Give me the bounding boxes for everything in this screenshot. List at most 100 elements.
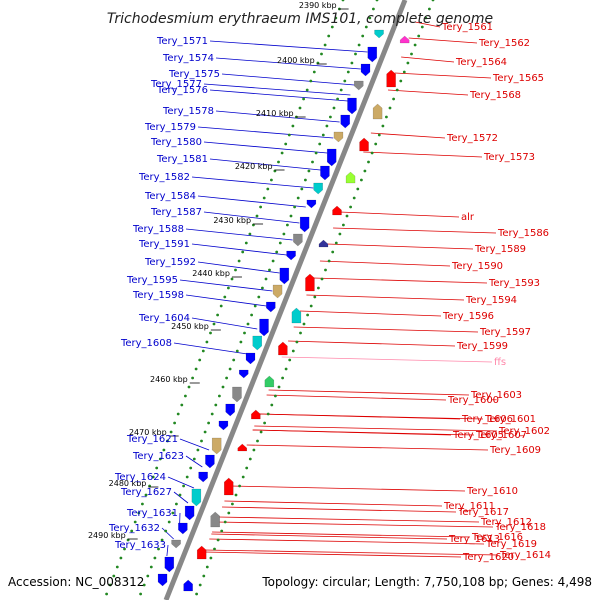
ring-dot [239,340,243,344]
gene-label-tery-1590: Tery_1590 [451,261,503,272]
ring-dot [261,286,264,290]
gene-label-tery-1589: Tery_1589 [474,244,526,255]
ring-dot [291,124,295,128]
leader-line [387,89,469,96]
ring-dot [388,106,392,110]
gene-feature [340,114,350,129]
ring-dot [257,295,261,299]
ring-dot [227,286,230,290]
ring-dot [259,205,262,209]
gene-feature [178,522,188,535]
leader-line [414,21,441,28]
ring-dot [270,403,274,407]
leader-line [306,294,465,301]
ring-dot [309,304,313,308]
gene-feature [320,165,330,181]
gene-feature [291,307,302,324]
ring-dot [274,394,277,398]
gene-label-alr: alr [461,212,475,223]
leader-line [300,310,442,317]
leader-line [161,527,174,540]
ring-dot [277,160,280,164]
ring-dot [133,520,137,524]
gene-feature [211,437,222,455]
gene-label-tery-1597: Tery_1597 [479,327,531,338]
gene-feature [372,103,383,120]
gene-feature [278,341,288,356]
ring-dot [160,538,164,542]
kbp-label: 2460 kbp [150,375,188,384]
gene-feature [272,284,283,299]
ring-dot [253,304,257,308]
gene-label-tery-1618: Tery_1618 [494,522,546,533]
gene-feature [183,579,193,592]
ring-dot [232,358,236,362]
ring-dot [130,529,134,533]
ring-dot [354,52,357,56]
leader-line [185,294,267,307]
gene-feature [205,454,215,469]
leader-line [224,500,443,507]
gene-feature [360,63,371,77]
gene-label-tery-1591: Tery_1591 [138,239,190,250]
gene-label-tery-1578: Tery_1578 [162,106,214,117]
gene-label-tery-1604: Tery_1604 [138,313,190,324]
gene-feature [386,69,396,88]
leader-line [222,506,457,513]
ring-dot [360,178,363,182]
leader-line [167,476,195,489]
ring-dot [205,565,209,569]
ring-dot [210,412,214,416]
ring-dot [332,106,336,110]
ring-dot [286,223,289,227]
ring-dot [216,313,220,317]
gene-label-tery-1608: Tery_1608 [120,338,172,349]
gene-feature [266,301,276,313]
ring-dot [157,547,160,551]
ring-dot [221,385,225,389]
ring-dot [327,34,331,38]
ring-dot [282,232,286,236]
ring-dot [175,502,178,506]
gene-label-tery-1593: Tery_1593 [488,278,540,289]
gene-label-tery-1616: Tery_1616 [471,532,523,543]
ring-dot [192,457,196,461]
ring-dot [219,304,223,308]
ring-dot [311,160,314,164]
ring-dot [342,223,345,227]
ring-dot [205,340,209,344]
ring-dot [291,349,295,353]
gene-label-tery-1562: Tery_1562 [478,38,530,49]
ring-dot [374,142,378,146]
tick-dots [105,0,435,596]
ring-dot [277,385,281,389]
ring-dot [413,43,417,47]
ring-dot [275,250,279,254]
leader-line [191,176,314,189]
gene-label-tery-1611: Tery_1611 [443,501,495,512]
gene-label-tery-1606: Tery_1606 [461,414,513,425]
gene-label-tery-1605: Tery_1605 [452,430,504,441]
ring-dot [155,466,159,470]
ring-dot [431,0,435,2]
ring-dot [309,79,313,83]
ring-dot [392,97,395,101]
leader-line [370,132,446,139]
ring-dot [385,115,388,119]
ring-dot [343,79,347,83]
leader-line [203,141,328,154]
ring-dot [169,430,173,434]
kbp-scale: 2390 kbp 2400 kbp 2410 kbp 2420 kbp 2430 kbp… [88,1,349,540]
ring-dot [227,511,231,515]
ring-dot [180,403,184,407]
ring-dot [345,214,349,218]
leader-line [185,455,203,468]
ring-dot [304,178,307,182]
ring-dot [191,376,195,380]
gene-feature [225,403,235,417]
ring-dot [194,367,198,371]
gene-feature [238,369,249,379]
ring-dot [144,493,148,497]
ring-dot [307,169,311,173]
